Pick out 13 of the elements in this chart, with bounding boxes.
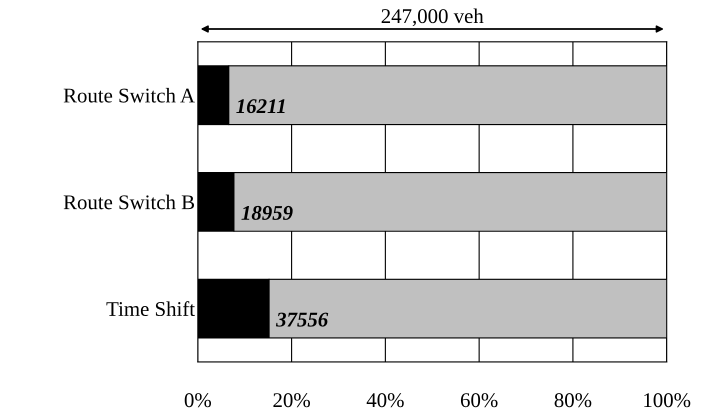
x-tick-label: 0% xyxy=(184,393,211,408)
text: 247,000 veh xyxy=(382,8,484,26)
annotation: 37556 xyxy=(276,312,328,327)
x-tick-label: 80% xyxy=(554,393,592,408)
y-tick-label: Time Shift xyxy=(106,301,195,316)
x-tick-label: 60% xyxy=(460,393,498,408)
y-tick-label: Route Switch B xyxy=(64,194,194,210)
x-tick-label: 20% xyxy=(273,393,310,408)
y-tick-label: Route Switch A xyxy=(64,88,195,103)
annotation: 18959 xyxy=(241,206,293,220)
annotation: 16211 xyxy=(236,99,285,114)
x-tick-label: 100% xyxy=(644,393,690,408)
x-tick-label: 40% xyxy=(366,393,404,408)
